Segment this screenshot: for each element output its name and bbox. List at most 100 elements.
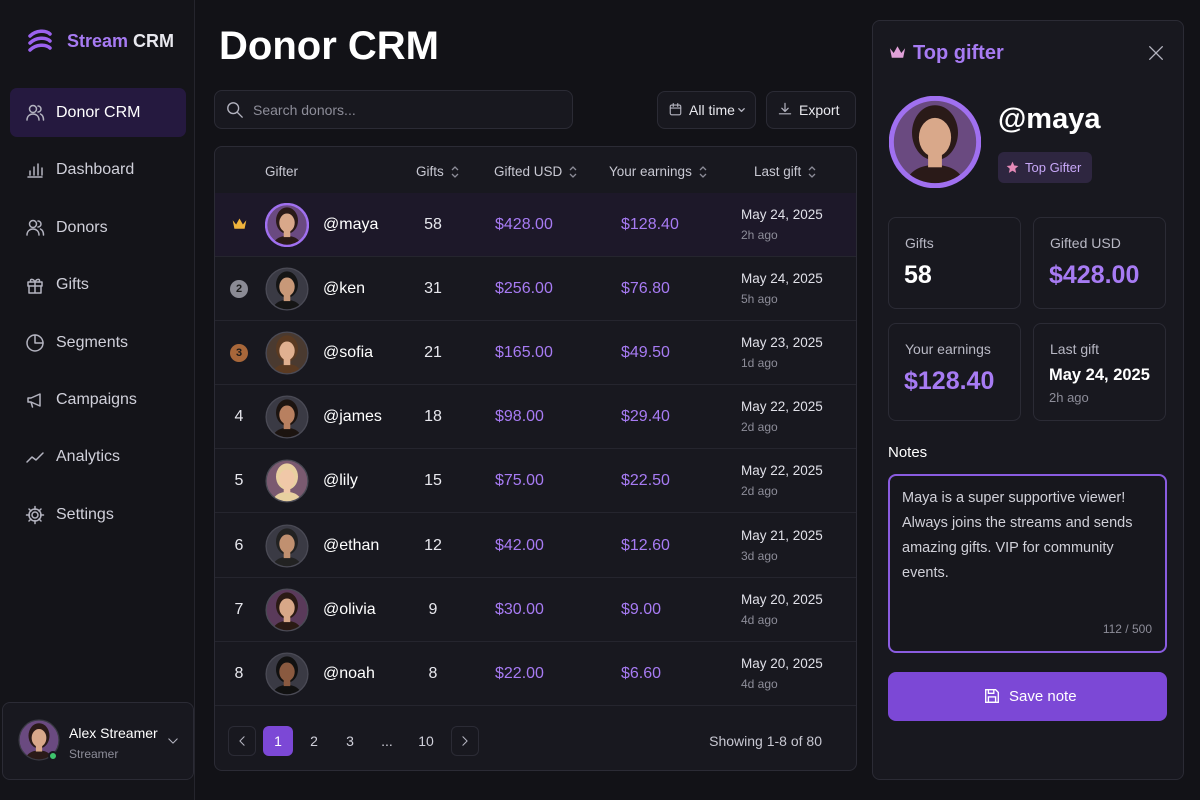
avatar — [265, 267, 309, 311]
export-label: Export — [799, 102, 840, 118]
rank: 4 — [234, 408, 244, 426]
nav-label: Campaigns — [56, 391, 137, 408]
last-gift-date: May 22, 2025 — [741, 399, 823, 415]
showing: Showing 1-8 of 80 — [709, 733, 822, 749]
handle: @noah — [323, 664, 375, 682]
earnings: $76.80 — [621, 280, 670, 298]
panel-handle: @maya — [998, 103, 1101, 135]
handle: @maya — [323, 216, 379, 234]
user-name: Alex Streamer — [69, 725, 158, 741]
gifts: 31 — [424, 280, 442, 298]
last-gift-ago: 2d ago — [741, 484, 778, 499]
gifted-usd: $30.00 — [495, 600, 544, 618]
handle: @james — [323, 408, 382, 426]
avatar — [888, 95, 982, 189]
handle: @ethan — [323, 536, 380, 554]
prev-page[interactable] — [228, 726, 256, 756]
gifts: 9 — [428, 600, 438, 618]
gifted-usd: $75.00 — [495, 472, 544, 490]
gifts: 12 — [424, 536, 442, 554]
handle: @lily — [323, 472, 358, 490]
save-button[interactable] — [888, 672, 1167, 721]
table-row[interactable] — [215, 193, 856, 258]
rank-badge: 2 — [230, 280, 248, 299]
last-gift-date: May 24, 2025 — [741, 271, 823, 287]
gifted-usd: $256.00 — [495, 280, 553, 298]
user-card[interactable] — [2, 702, 194, 780]
brand-logo — [28, 29, 52, 52]
avatar — [265, 331, 309, 375]
last-gift-ago: 2d ago — [741, 420, 778, 435]
page-button[interactable]: ... — [381, 733, 393, 749]
gifts: 8 — [428, 664, 438, 682]
page-title: Donor CRM — [219, 24, 439, 68]
column-header[interactable]: Your earnings — [609, 164, 707, 179]
panel-title: Top gifter — [913, 42, 1004, 64]
column-header[interactable]: Last gift — [754, 164, 816, 179]
avatar — [265, 395, 309, 439]
nav-icon — [25, 218, 45, 238]
page-button[interactable]: 1 — [263, 726, 293, 756]
brand-part: Stream — [67, 31, 129, 51]
export-button[interactable] — [766, 91, 856, 129]
table-row[interactable] — [215, 449, 856, 514]
earnings: $12.60 — [621, 536, 670, 554]
table-row[interactable] — [215, 514, 856, 578]
nav-icon — [25, 447, 45, 467]
gifts: 15 — [424, 472, 442, 490]
save-label: Save note — [1009, 688, 1077, 705]
last-gift-date: May 20, 2025 — [741, 591, 823, 607]
user-menu — [166, 734, 180, 748]
stat-card — [888, 217, 1021, 309]
nav-label: Segments — [56, 333, 129, 351]
stat-card — [1033, 323, 1166, 421]
earnings: $6.60 — [621, 664, 662, 682]
notes-input[interactable] — [888, 474, 1167, 653]
last-gift-date: May 23, 2025 — [741, 335, 823, 351]
table-row[interactable] — [215, 257, 856, 322]
close-button[interactable] — [1147, 44, 1165, 62]
next-page[interactable] — [451, 726, 479, 756]
rank: 5 — [234, 472, 244, 490]
column-header[interactable]: Gifted USD — [494, 164, 577, 179]
table-row[interactable] — [215, 642, 856, 706]
handle: @sofia — [323, 344, 374, 362]
notes-text: Maya is a super supportive viewer! Alway… — [902, 490, 1133, 581]
avatar — [264, 202, 310, 248]
search-box[interactable] — [214, 90, 573, 129]
table-row[interactable] — [215, 578, 856, 642]
page-button[interactable]: 2 — [310, 733, 318, 749]
nav-icon — [25, 160, 45, 180]
earnings: $22.50 — [621, 472, 670, 490]
filter-label: All time — [689, 102, 735, 118]
page-button[interactable]: 3 — [346, 733, 354, 749]
stat-card — [1033, 217, 1166, 309]
column-label: Last gift — [754, 164, 802, 179]
earnings: $128.40 — [621, 216, 679, 234]
search-placeholder: Search donors... — [253, 102, 356, 118]
brand-name: Stream CRM — [67, 31, 174, 52]
notes-label: Notes — [888, 444, 928, 461]
stat-label: Gifted USD — [1050, 235, 1121, 251]
stat-value: $428.00 — [1049, 261, 1140, 289]
page-button[interactable]: 10 — [418, 733, 434, 749]
gifts: 21 — [424, 344, 442, 362]
column-header[interactable]: Gifts — [416, 164, 459, 179]
table-row[interactable] — [215, 321, 856, 386]
rank: 8 — [234, 664, 244, 682]
brand-part: CRM — [133, 31, 175, 51]
table-row[interactable] — [215, 385, 856, 450]
gifts: 18 — [424, 408, 442, 426]
gifted-usd: $42.00 — [495, 536, 544, 554]
last-gift-ago: 2h ago — [741, 228, 778, 243]
nav-icon — [25, 103, 45, 123]
last-gift-ago: 4d ago — [741, 612, 778, 627]
nav-icon — [25, 390, 45, 410]
column-label: Gifted USD — [494, 164, 563, 179]
save-icon — [985, 689, 999, 703]
chevron-right — [458, 734, 472, 748]
gifts: 58 — [424, 216, 442, 234]
nav-label: Analytics — [56, 448, 121, 466]
nav-label: Settings — [56, 505, 114, 523]
gifted-usd: $428.00 — [495, 216, 553, 234]
